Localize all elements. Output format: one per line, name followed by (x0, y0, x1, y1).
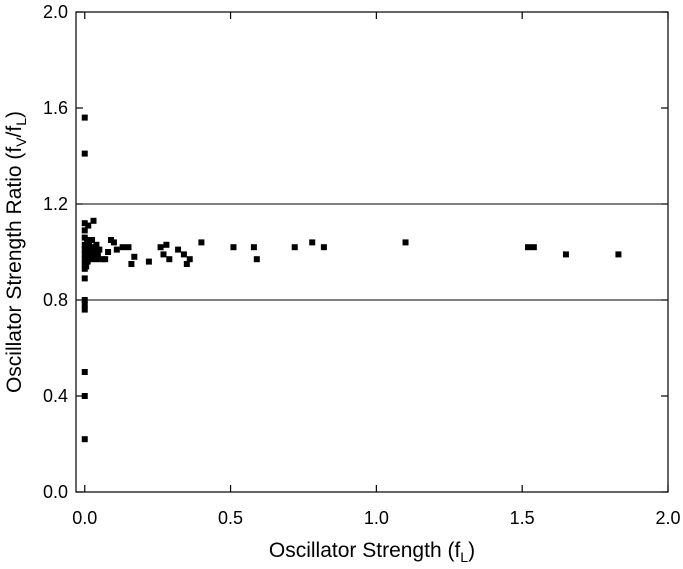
data-point (81, 301, 88, 308)
data-point (125, 244, 132, 251)
data-point (615, 251, 622, 258)
y-axis-title: Oscillator Strength Ratio (fV/fL) (3, 111, 29, 393)
data-point (81, 297, 88, 303)
data-point (81, 275, 88, 282)
y-tick-label: 0.8 (43, 290, 68, 310)
data-point (110, 239, 117, 246)
x-tick-label: 1.5 (510, 508, 535, 528)
y-tick-label: 0.0 (43, 482, 68, 502)
data-point (160, 251, 167, 258)
y-tick-label: 1.2 (43, 194, 68, 214)
data-point (86, 241, 93, 248)
data-point (81, 227, 88, 234)
data-point (166, 256, 173, 263)
data-point (530, 244, 537, 251)
data-point (81, 114, 88, 121)
data-point (93, 241, 100, 248)
data-point (320, 244, 327, 251)
data-point (113, 246, 120, 253)
data-point (105, 249, 112, 255)
data-point (230, 244, 237, 251)
data-point (102, 256, 109, 263)
data-point (85, 222, 92, 229)
data-point (81, 220, 88, 227)
data-points (81, 114, 622, 443)
data-point (157, 244, 164, 251)
data-point (145, 258, 152, 265)
data-point (163, 241, 170, 248)
x-tick-label: 2.0 (655, 508, 680, 528)
data-point (81, 369, 88, 375)
data-point (96, 246, 103, 253)
data-point (525, 244, 532, 251)
data-point (291, 244, 298, 251)
x-axis-title: Oscillator Strength (fL) (269, 539, 475, 565)
data-point (90, 217, 97, 224)
x-tick-label: 1.0 (364, 508, 389, 528)
plot-frame (75, 11, 669, 493)
data-point (94, 251, 101, 258)
y-tick-label: 0.4 (43, 386, 68, 406)
data-point (309, 239, 316, 246)
tick-labels: 0.0 0.5 1.0 1.5 2.0 0.0 0.4 0.8 1.2 1.6 2.0 (43, 2, 681, 528)
data-point (89, 237, 96, 243)
x-tick-label: 0.0 (72, 508, 97, 528)
data-point (253, 256, 260, 263)
data-point (562, 251, 569, 258)
data-point (183, 261, 190, 267)
data-point (81, 306, 88, 313)
data-point (83, 263, 90, 270)
data-point (81, 436, 88, 443)
data-point (128, 261, 135, 267)
data-point (198, 239, 205, 246)
data-point (250, 244, 257, 251)
data-point (81, 393, 88, 399)
data-point (402, 239, 409, 246)
reference-lines (76, 203, 668, 301)
y-tick-label: 2.0 (43, 2, 68, 22)
data-point (180, 251, 187, 258)
data-point (186, 256, 193, 263)
x-tick-label: 0.5 (218, 508, 243, 528)
data-point (175, 246, 182, 253)
data-point (93, 256, 100, 263)
y-tick-label: 1.6 (43, 98, 68, 118)
data-point (119, 244, 126, 251)
data-point (84, 237, 91, 243)
data-point (81, 150, 88, 157)
data-point (131, 253, 138, 260)
